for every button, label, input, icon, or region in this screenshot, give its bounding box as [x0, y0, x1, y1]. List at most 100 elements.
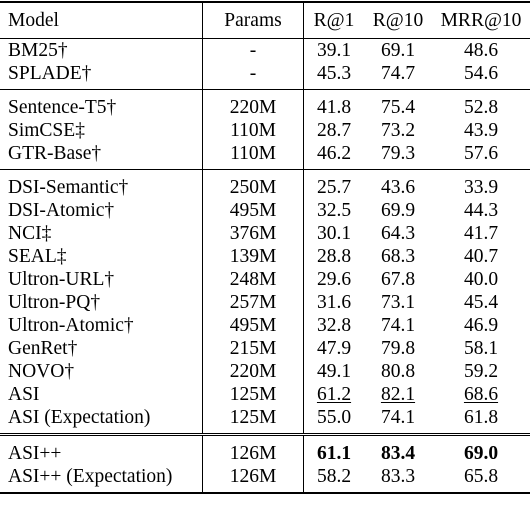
- cell-params: -: [202, 62, 304, 90]
- table-row: GenRet† 215M 47.9 79.8 58.1: [0, 337, 530, 360]
- table-row: SimCSE‡ 110M 28.7 73.2 43.9: [0, 119, 530, 142]
- cell-r10-text: 82.1: [380, 384, 416, 405]
- table-row: DSI-Semantic† 250M 25.7 43.6 33.9: [0, 169, 530, 199]
- cell-params: 110M: [202, 142, 304, 170]
- cell-r10-text: 43.6: [380, 177, 416, 198]
- cell-r1: 61.1: [303, 433, 364, 465]
- cell-params-text: -: [249, 63, 257, 84]
- cell-mrr: 54.6: [432, 62, 530, 90]
- table-row: Ultron-PQ† 257M 31.6 73.1 45.4: [0, 291, 530, 314]
- cell-r10-text: 83.4: [380, 443, 416, 464]
- cell-params-text: 126M: [229, 443, 277, 464]
- cell-mrr: 52.8: [432, 89, 530, 119]
- cell-r10: 74.1: [364, 406, 432, 435]
- cell-model-text: SEAL‡: [8, 246, 67, 267]
- cell-params-text: 257M: [229, 292, 277, 313]
- cell-params: 250M: [202, 169, 304, 199]
- table-row: Ultron-Atomic† 495M 32.8 74.1 46.9: [0, 314, 530, 337]
- cell-r1: 32.5: [303, 199, 364, 222]
- cell-mrr-text: 58.1: [463, 338, 499, 359]
- cell-mrr: 40.0: [432, 268, 530, 291]
- cell-mrr-text: 45.4: [463, 292, 499, 313]
- cell-params: 495M: [202, 314, 304, 337]
- cell-model-text: GenRet†: [8, 338, 78, 359]
- cell-r10-text: 79.3: [380, 143, 416, 164]
- cell-r1: 61.2: [303, 383, 364, 406]
- table-row: NCI‡ 376M 30.1 64.3 41.7: [0, 222, 530, 245]
- cell-r1: 49.1: [303, 360, 364, 383]
- cell-params: 495M: [202, 199, 304, 222]
- cell-model: Sentence-T5†: [0, 89, 203, 119]
- cell-params-text: 110M: [230, 143, 276, 164]
- cell-r1-text: 39.1: [316, 40, 352, 61]
- cell-mrr-text: 33.9: [463, 177, 499, 198]
- cell-r1-text: 30.1: [316, 223, 352, 244]
- cell-r10: 73.2: [364, 119, 432, 142]
- cell-r1-text: 61.1: [316, 443, 352, 464]
- header-mrr: MRR@10: [432, 1, 530, 39]
- cell-mrr-text: 52.8: [463, 97, 499, 118]
- cell-r1: 31.6: [303, 291, 364, 314]
- cell-r10: 74.1: [364, 314, 432, 337]
- cell-r1: 32.8: [303, 314, 364, 337]
- cell-mrr-text: 40.7: [463, 246, 499, 267]
- cell-r1-text: 58.2: [316, 466, 352, 487]
- cell-params-text: 248M: [229, 269, 277, 290]
- cell-model: DSI-Atomic†: [0, 199, 203, 222]
- cell-mrr-text: 40.0: [463, 269, 499, 290]
- cell-mrr: 43.9: [432, 119, 530, 142]
- cell-mrr-text: 46.9: [463, 315, 499, 336]
- cell-params: 110M: [202, 119, 304, 142]
- cell-r10-text: 74.7: [380, 63, 416, 84]
- cell-params: 126M: [202, 465, 304, 494]
- cell-r10-text: 83.3: [380, 466, 416, 487]
- cell-r10-text: 74.1: [380, 315, 416, 336]
- cell-model-text: DSI-Semantic†: [8, 177, 129, 198]
- cell-model: ASI++: [0, 433, 203, 465]
- cell-params: -: [202, 38, 304, 62]
- cell-mrr-text: 43.9: [463, 120, 499, 141]
- cell-params-text: 376M: [229, 223, 277, 244]
- cell-r1-text: 46.2: [316, 143, 352, 164]
- cell-params: 125M: [202, 383, 304, 406]
- cell-r10-text: 73.1: [380, 292, 416, 313]
- cell-model: GTR-Base†: [0, 142, 203, 170]
- cell-r10: 68.3: [364, 245, 432, 268]
- cell-params-text: 250M: [229, 177, 277, 198]
- cell-params: 220M: [202, 360, 304, 383]
- cell-model: SEAL‡: [0, 245, 203, 268]
- cell-r1-text: 45.3: [316, 63, 352, 84]
- table-row: SEAL‡ 139M 28.8 68.3 40.7: [0, 245, 530, 268]
- cell-r10: 79.8: [364, 337, 432, 360]
- cell-model-text: GTR-Base†: [8, 143, 102, 164]
- cell-mrr: 41.7: [432, 222, 530, 245]
- cell-r1: 28.7: [303, 119, 364, 142]
- cell-mrr: 57.6: [432, 142, 530, 170]
- cell-model-text: NCI‡: [8, 223, 52, 244]
- cell-r1: 58.2: [303, 465, 364, 494]
- table-row: BM25† - 39.1 69.1 48.6: [0, 38, 530, 62]
- cell-mrr: 65.8: [432, 465, 530, 494]
- cell-params: 139M: [202, 245, 304, 268]
- table-body: BM25† - 39.1 69.1 48.6 SPLADE† - 45.3 74.7 54.6 Se…: [0, 38, 530, 494]
- cell-r10: 79.3: [364, 142, 432, 170]
- table-row: ASI++ (Expectation) 126M 58.2 83.3 65.8: [0, 465, 530, 494]
- cell-params-text: 126M: [229, 466, 277, 487]
- cell-r1-text: 41.8: [316, 97, 352, 118]
- cell-mrr: 59.2: [432, 360, 530, 383]
- cell-mrr: 46.9: [432, 314, 530, 337]
- cell-mrr-text: 48.6: [463, 40, 499, 61]
- cell-r1: 28.8: [303, 245, 364, 268]
- cell-model-text: SPLADE†: [8, 63, 92, 84]
- cell-model-text: NOVO†: [8, 361, 75, 382]
- cell-model-text: BM25†: [8, 40, 68, 61]
- cell-mrr-text: 59.2: [463, 361, 499, 382]
- table-row: DSI-Atomic† 495M 32.5 69.9 44.3: [0, 199, 530, 222]
- table-row: NOVO† 220M 49.1 80.8 59.2: [0, 360, 530, 383]
- cell-mrr: 69.0: [432, 433, 530, 465]
- cell-r1: 39.1: [303, 38, 364, 62]
- cell-params-text: 110M: [230, 120, 276, 141]
- cell-model-text: ASI++ (Expectation): [8, 466, 173, 487]
- cell-params-text: 125M: [229, 407, 277, 428]
- cell-model: Ultron-URL†: [0, 268, 203, 291]
